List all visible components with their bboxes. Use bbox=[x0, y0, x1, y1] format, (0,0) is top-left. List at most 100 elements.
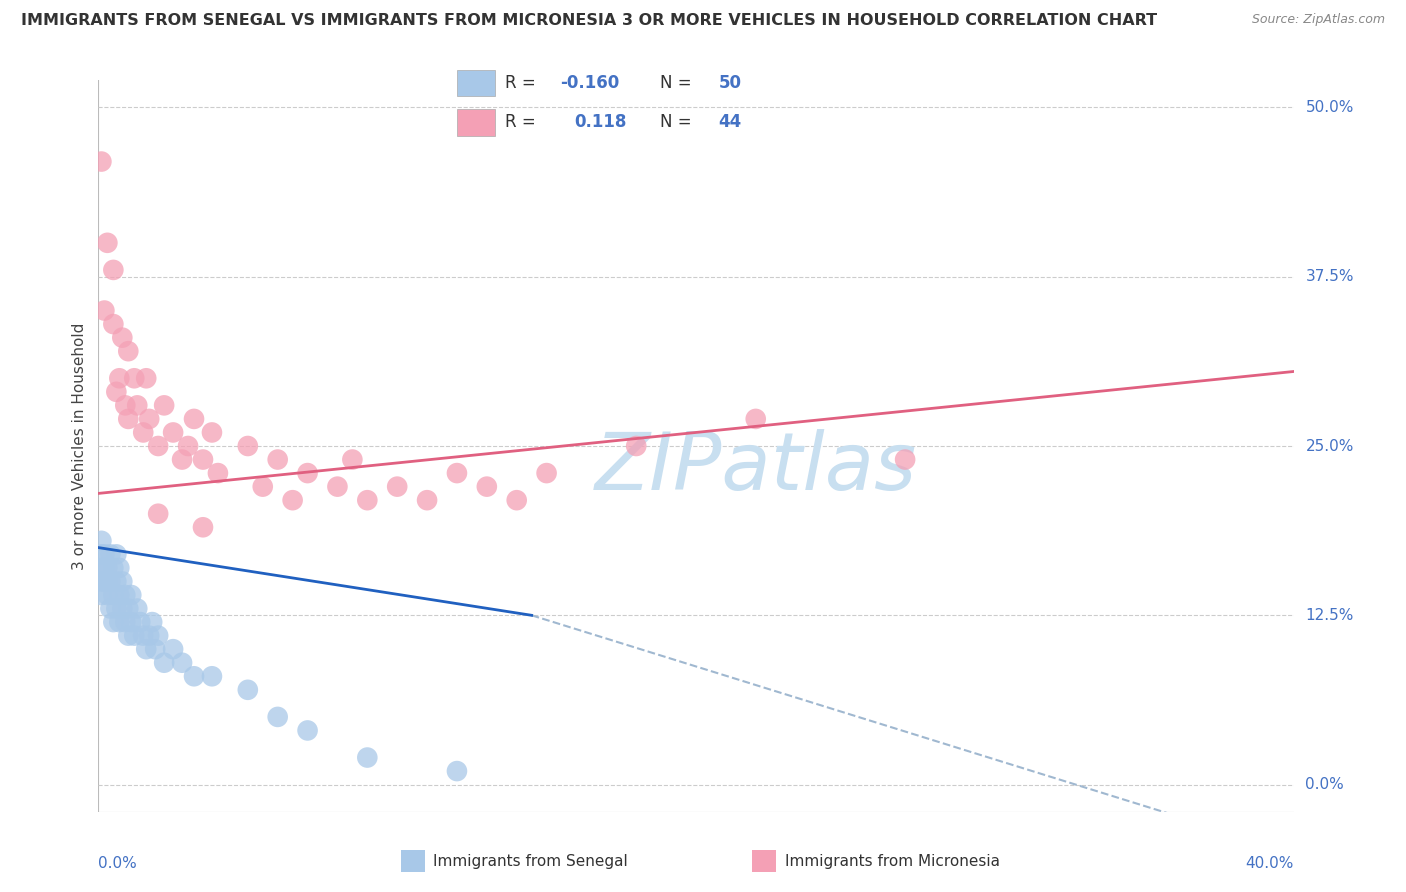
Point bbox=[96, 574, 118, 589]
Point bbox=[385, 480, 409, 494]
Point bbox=[111, 601, 134, 615]
Point bbox=[207, 466, 229, 480]
Point bbox=[108, 371, 131, 385]
Point bbox=[120, 615, 142, 629]
Point bbox=[105, 601, 128, 615]
Point bbox=[143, 642, 166, 657]
Point bbox=[114, 588, 136, 602]
Point bbox=[894, 452, 917, 467]
Point bbox=[624, 439, 647, 453]
Point bbox=[93, 574, 115, 589]
Point bbox=[127, 398, 149, 412]
Text: 50: 50 bbox=[718, 74, 741, 92]
Text: 44: 44 bbox=[718, 113, 742, 131]
Point bbox=[90, 588, 112, 602]
Point bbox=[745, 412, 768, 426]
Text: 40.0%: 40.0% bbox=[1246, 855, 1294, 871]
Point bbox=[103, 263, 125, 277]
Point bbox=[108, 615, 131, 629]
Point bbox=[172, 452, 194, 467]
FancyBboxPatch shape bbox=[457, 70, 495, 96]
Text: R =: R = bbox=[505, 113, 541, 131]
Point bbox=[252, 480, 274, 494]
Point bbox=[148, 629, 170, 643]
Point bbox=[135, 371, 157, 385]
Point bbox=[98, 601, 122, 615]
Text: 0.0%: 0.0% bbox=[1305, 777, 1344, 792]
Point bbox=[90, 561, 112, 575]
Point bbox=[183, 412, 205, 426]
Point bbox=[117, 412, 139, 426]
Point bbox=[103, 615, 125, 629]
Point bbox=[356, 750, 378, 764]
Point bbox=[177, 439, 200, 453]
Point bbox=[105, 384, 128, 399]
Point bbox=[127, 601, 149, 615]
Point bbox=[416, 493, 439, 508]
Point bbox=[297, 466, 319, 480]
Point bbox=[162, 425, 184, 440]
Point bbox=[267, 452, 290, 467]
Point bbox=[356, 493, 378, 508]
Point bbox=[124, 371, 146, 385]
Point bbox=[117, 601, 139, 615]
Point bbox=[132, 629, 155, 643]
Point bbox=[93, 561, 115, 575]
Point bbox=[111, 331, 134, 345]
Point bbox=[96, 235, 118, 250]
Point bbox=[446, 466, 468, 480]
Point bbox=[103, 561, 125, 575]
Point bbox=[148, 439, 170, 453]
Text: 0.118: 0.118 bbox=[574, 113, 626, 131]
Point bbox=[183, 669, 205, 683]
Point bbox=[141, 615, 163, 629]
Point bbox=[191, 520, 214, 534]
Text: N =: N = bbox=[659, 74, 697, 92]
Point bbox=[90, 533, 112, 548]
Point bbox=[138, 412, 160, 426]
Point bbox=[281, 493, 304, 508]
Point bbox=[103, 317, 125, 331]
Text: 37.5%: 37.5% bbox=[1305, 269, 1354, 285]
Point bbox=[90, 574, 112, 589]
Point bbox=[132, 425, 155, 440]
Point bbox=[236, 682, 259, 697]
Point bbox=[326, 480, 349, 494]
Point bbox=[138, 629, 160, 643]
Point bbox=[111, 574, 134, 589]
Point bbox=[105, 547, 128, 561]
Point bbox=[103, 588, 125, 602]
Point bbox=[148, 507, 170, 521]
Point bbox=[153, 656, 176, 670]
FancyBboxPatch shape bbox=[457, 109, 495, 136]
Point bbox=[236, 439, 259, 453]
Point bbox=[98, 574, 122, 589]
Point bbox=[98, 547, 122, 561]
Point bbox=[114, 615, 136, 629]
Point bbox=[93, 547, 115, 561]
Point bbox=[96, 588, 118, 602]
Point bbox=[191, 452, 214, 467]
Text: Source: ZipAtlas.com: Source: ZipAtlas.com bbox=[1251, 13, 1385, 27]
Point bbox=[90, 154, 112, 169]
Point bbox=[124, 629, 146, 643]
Point bbox=[153, 398, 176, 412]
Point bbox=[162, 642, 184, 657]
Point bbox=[201, 669, 224, 683]
Point bbox=[117, 344, 139, 359]
Point bbox=[117, 629, 139, 643]
Text: -0.160: -0.160 bbox=[560, 74, 619, 92]
Point bbox=[172, 656, 194, 670]
Point bbox=[108, 561, 131, 575]
Point bbox=[120, 588, 142, 602]
Text: IMMIGRANTS FROM SENEGAL VS IMMIGRANTS FROM MICRONESIA 3 OR MORE VEHICLES IN HOUS: IMMIGRANTS FROM SENEGAL VS IMMIGRANTS FR… bbox=[21, 13, 1157, 29]
Point bbox=[342, 452, 364, 467]
Point bbox=[446, 764, 468, 778]
Point bbox=[267, 710, 290, 724]
Y-axis label: 3 or more Vehicles in Household: 3 or more Vehicles in Household bbox=[72, 322, 87, 570]
Point bbox=[536, 466, 558, 480]
Text: N =: N = bbox=[659, 113, 697, 131]
Text: 25.0%: 25.0% bbox=[1305, 439, 1354, 453]
Text: Immigrants from Senegal: Immigrants from Senegal bbox=[433, 855, 628, 869]
Point bbox=[129, 615, 152, 629]
